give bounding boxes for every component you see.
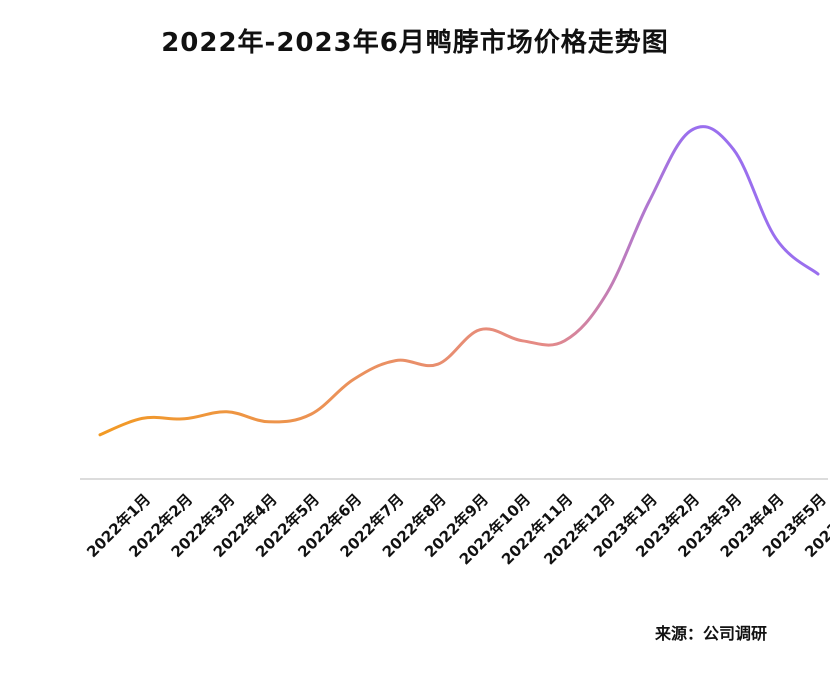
data-point [435, 361, 441, 367]
data-point [562, 338, 568, 344]
data-point [604, 290, 610, 296]
data-point [477, 327, 483, 333]
data-point [393, 358, 399, 364]
data-point [266, 419, 272, 425]
data-point [350, 376, 356, 382]
data-point [688, 127, 694, 133]
source-note: 来源：公司调研 [655, 624, 768, 643]
data-point [646, 199, 652, 205]
data-point [139, 415, 145, 421]
data-point [731, 146, 737, 152]
data-point [224, 409, 230, 415]
data-point [97, 432, 103, 438]
data-point [519, 338, 525, 344]
data-point [308, 411, 314, 417]
series-line [98, 125, 820, 437]
chart-title: 2022年-2023年6月鸭脖市场价格走势图 [161, 28, 669, 58]
data-point [773, 235, 779, 241]
data-point [181, 416, 187, 422]
data-point [815, 271, 821, 277]
